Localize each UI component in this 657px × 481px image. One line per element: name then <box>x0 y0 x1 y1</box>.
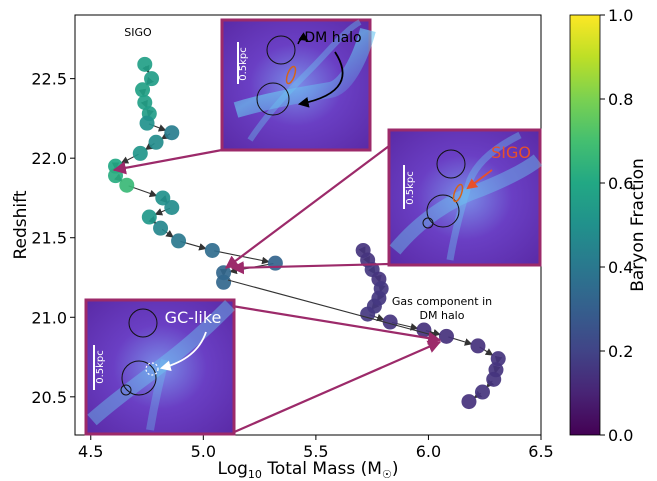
gas-point <box>360 306 376 322</box>
y-tick-label: 22.5 <box>31 70 67 89</box>
colorbar-tick-label: 0.8 <box>608 90 633 109</box>
y-tick-label: 20.5 <box>31 388 67 407</box>
x-tick-label: 5.5 <box>303 442 328 461</box>
sigo-point <box>204 242 220 258</box>
y-axis-label: Redshift <box>11 190 31 259</box>
colorbar-ticks: 0.0 0.2 0.4 0.6 0.8 1.0 <box>600 6 633 445</box>
pointer-gc-to-gas <box>231 304 442 345</box>
x-axis: 4.5 5.0 5.5 6.0 6.5 <box>78 435 554 461</box>
sigo-point <box>139 115 155 131</box>
gas-point <box>486 371 502 387</box>
inset-label-dm-halo: DM halo <box>304 30 361 46</box>
cross-track-arrow <box>227 279 437 338</box>
x-tick-label: 5.0 <box>191 442 216 461</box>
sigo-point <box>153 220 169 236</box>
pointer-gc-bottom <box>231 340 442 435</box>
x-tick-label: 6.5 <box>528 442 553 461</box>
scale-bar-label: 0.5kpc <box>238 47 249 81</box>
pointer-sigo-bottom <box>230 261 390 275</box>
sigo-point <box>148 134 164 150</box>
inset-label-sigo: SIGO <box>491 143 531 162</box>
gas-point <box>470 338 486 354</box>
annotation-sigo: SIGO <box>124 26 152 39</box>
colorbar-tick-label: 0.6 <box>608 174 633 193</box>
x-axis-label: Log10 Total Mass (M☉) <box>218 459 399 481</box>
gas-point <box>382 314 398 330</box>
y-tick-label: 21.0 <box>31 308 67 327</box>
gas-point <box>461 394 477 410</box>
inset-sigo: 0.5kpc SIGO <box>387 128 543 267</box>
colorbar-label: Baryon Fraction <box>628 158 648 292</box>
sigo-point <box>137 56 153 72</box>
inset-label-gc-like: GC-like <box>165 308 222 327</box>
gas-point <box>416 322 432 338</box>
y-axis: 20.5 21.0 21.5 22.0 22.5 <box>31 70 75 407</box>
x-tick-label: 4.5 <box>78 442 103 461</box>
scale-bar-label: 0.5kpc <box>405 171 416 205</box>
gas-point <box>438 328 454 344</box>
annotation-gas-line2: DM halo <box>420 309 465 322</box>
colorbar-tick-label: 0.0 <box>608 426 633 445</box>
x-tick-label: 6.0 <box>416 442 441 461</box>
sigo-point <box>267 255 283 271</box>
sigo-point <box>155 190 171 206</box>
sigo-point <box>144 71 160 87</box>
sigo-point <box>119 177 135 193</box>
colorbar <box>569 14 601 436</box>
sigo-point <box>135 82 151 98</box>
gas-point <box>490 351 506 367</box>
colorbar-tick-label: 0.4 <box>608 258 633 277</box>
inset-pointers <box>112 145 442 435</box>
gas-point <box>474 384 490 400</box>
sigo-point <box>164 200 180 215</box>
sigo-point <box>141 209 157 225</box>
colorbar-tick-label: 0.2 <box>608 342 633 361</box>
pointer-dm-to-sigo-start <box>112 148 223 175</box>
y-tick-label: 22.0 <box>31 149 67 168</box>
colorbar-tick-label: 1.0 <box>608 6 633 25</box>
sigo-point <box>164 125 180 141</box>
sigo-point <box>171 233 187 249</box>
scale-bar-label: 0.5kpc <box>95 350 106 384</box>
sigo-point <box>216 274 232 290</box>
annotation-gas-line1: Gas component in <box>392 295 492 308</box>
y-tick-label: 21.5 <box>31 229 67 248</box>
pointer-sigo-to-merge <box>224 145 390 269</box>
inset-dm-halo: 0.5kpc DM halo <box>220 18 376 152</box>
sigo-point <box>132 145 148 161</box>
inset-gc-like: 0.5kpc GC-like <box>84 298 236 436</box>
